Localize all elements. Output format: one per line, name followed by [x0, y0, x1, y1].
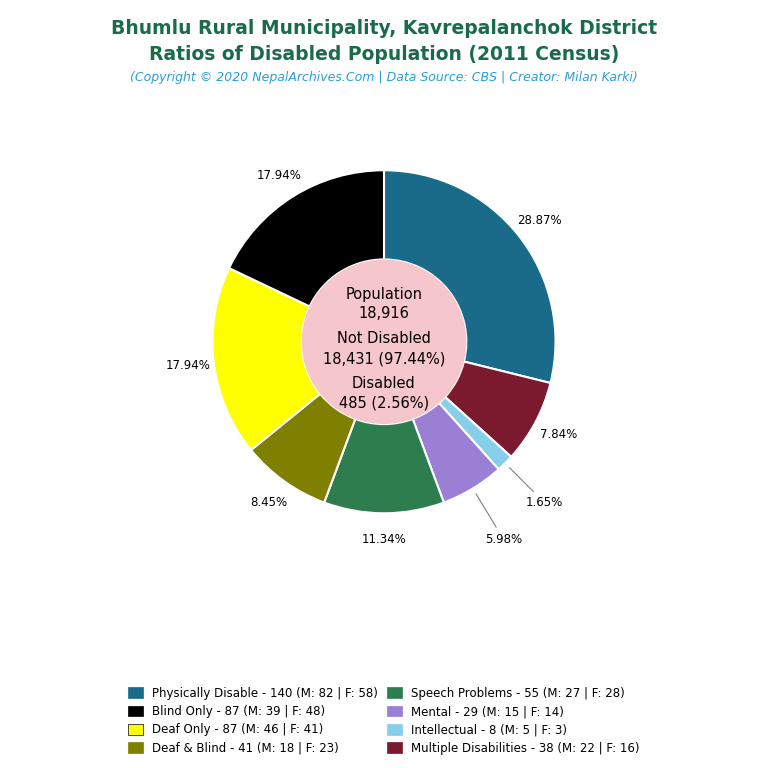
Wedge shape: [384, 170, 555, 383]
Wedge shape: [412, 403, 498, 502]
Wedge shape: [445, 362, 551, 457]
Circle shape: [302, 260, 466, 424]
Text: 28.87%: 28.87%: [517, 214, 561, 227]
Wedge shape: [213, 268, 320, 450]
Text: (Copyright © 2020 NepalArchives.Com | Data Source: CBS | Creator: Milan Karki): (Copyright © 2020 NepalArchives.Com | Da…: [130, 71, 638, 84]
Text: 1.65%: 1.65%: [525, 495, 562, 508]
Text: 5.98%: 5.98%: [485, 533, 522, 546]
Text: Disabled
485 (2.56%): Disabled 485 (2.56%): [339, 376, 429, 411]
Text: 17.94%: 17.94%: [257, 168, 301, 181]
Text: 7.84%: 7.84%: [539, 428, 577, 441]
Text: Bhumlu Rural Municipality, Kavrepalanchok District: Bhumlu Rural Municipality, Kavrepalancho…: [111, 19, 657, 38]
Text: 17.94%: 17.94%: [166, 359, 210, 372]
Wedge shape: [251, 394, 356, 502]
Wedge shape: [324, 419, 444, 513]
Text: 11.34%: 11.34%: [362, 532, 406, 545]
Text: Not Disabled
18,431 (97.44%): Not Disabled 18,431 (97.44%): [323, 331, 445, 366]
Wedge shape: [229, 170, 384, 306]
Wedge shape: [439, 397, 511, 469]
Text: 8.45%: 8.45%: [250, 495, 288, 508]
Text: Ratios of Disabled Population (2011 Census): Ratios of Disabled Population (2011 Cens…: [149, 45, 619, 64]
Text: Population
18,916: Population 18,916: [346, 286, 422, 322]
Legend: Physically Disable - 140 (M: 82 | F: 58), Blind Only - 87 (M: 39 | F: 48), Deaf : Physically Disable - 140 (M: 82 | F: 58)…: [125, 684, 643, 758]
